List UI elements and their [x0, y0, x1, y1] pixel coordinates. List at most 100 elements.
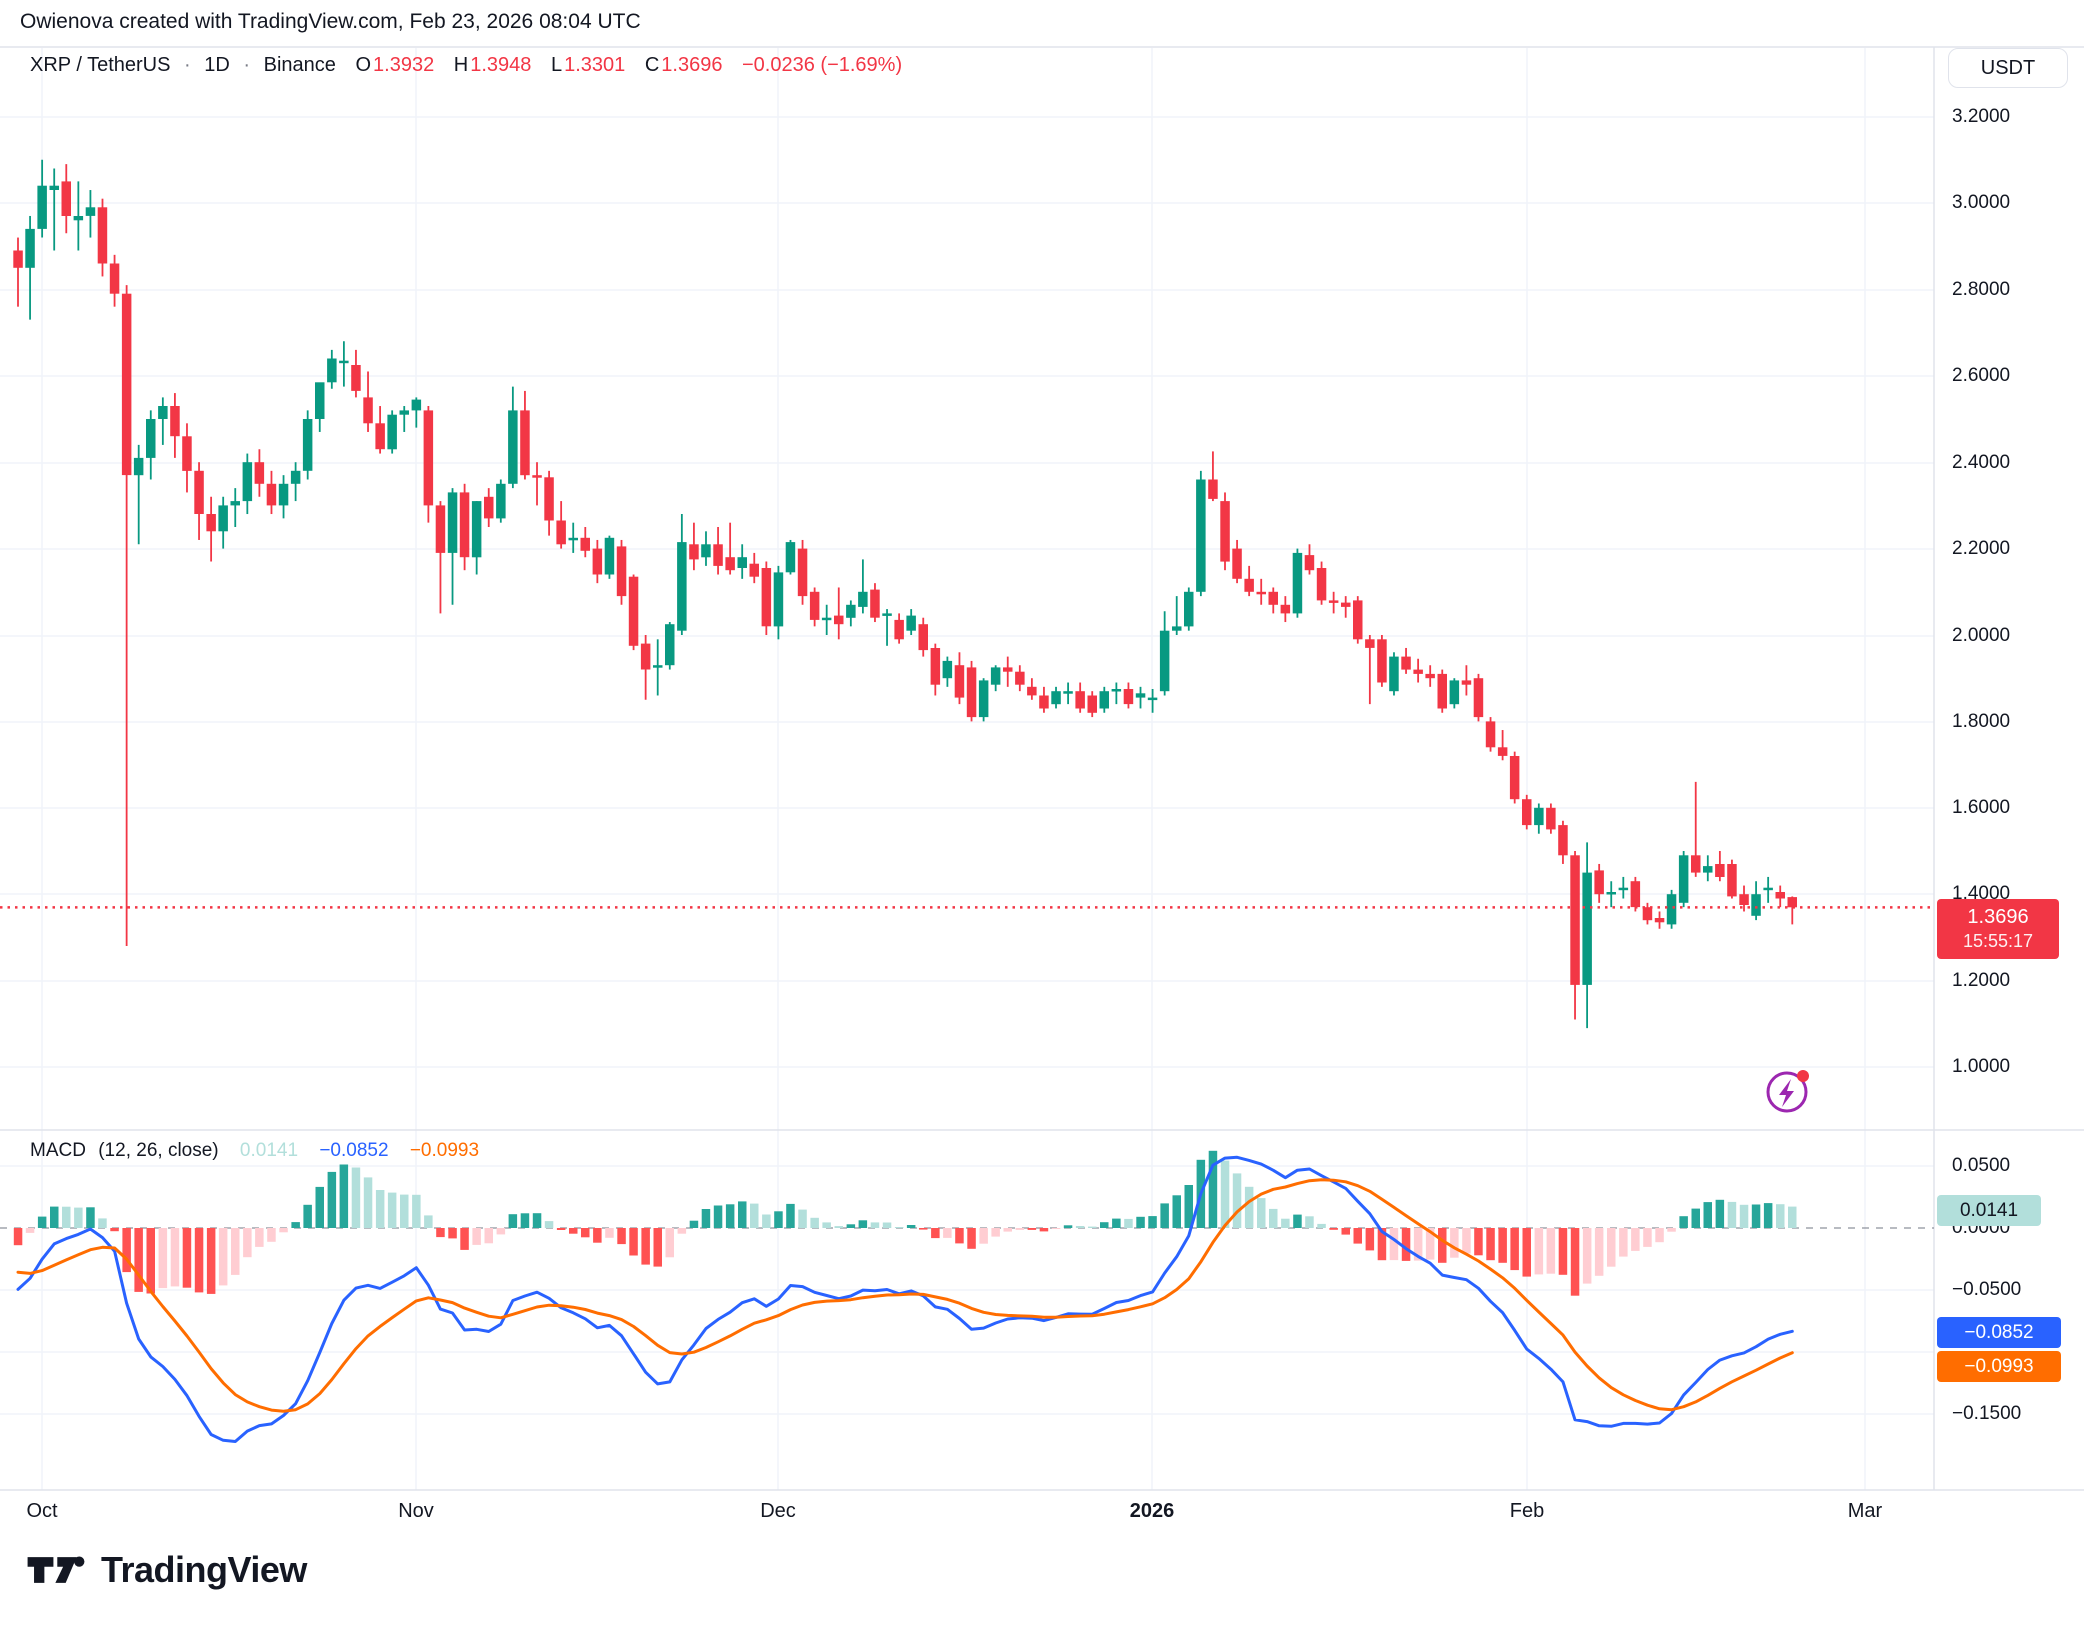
candle-body [1232, 548, 1242, 579]
candle-body [1534, 807, 1544, 826]
candle-body [653, 665, 663, 668]
candle-body [266, 483, 277, 506]
candle-body [966, 667, 977, 718]
candle-body [1775, 892, 1785, 899]
candle-body [1739, 894, 1749, 905]
macd-params: (12, 26, close) [98, 1140, 219, 1161]
candle-body [1377, 639, 1387, 683]
candle-body [858, 591, 868, 607]
candle-body [1715, 864, 1725, 877]
macd-title[interactable]: MACD [30, 1140, 86, 1161]
candle-body [556, 520, 566, 545]
candle-body [1328, 600, 1339, 603]
candle-body [37, 185, 47, 229]
candle-body [689, 544, 699, 560]
candle-body [1184, 591, 1194, 627]
close-value: 1.3696 [661, 54, 723, 76]
candle-body [1341, 602, 1351, 607]
interval-label[interactable]: 1D [204, 54, 230, 76]
candle-body [1558, 825, 1568, 856]
candle-body [1691, 855, 1701, 873]
candle-body [1763, 887, 1773, 891]
macd-indicator-header: MACD (12, 26, close) 0.0141 −0.0852 −0.0… [30, 1140, 479, 1162]
candle-body [25, 228, 35, 268]
candle-body [1051, 691, 1061, 705]
flash-events-icon[interactable] [1762, 1065, 1814, 1117]
candle-body [315, 382, 325, 419]
tradingview-logo-mark [27, 1556, 85, 1583]
currency-unit-button[interactable]: USDT [1948, 48, 2068, 88]
candle-body [592, 548, 603, 575]
candle-body [278, 483, 289, 506]
candle-body [894, 619, 904, 640]
candle-body [1413, 669, 1423, 674]
attribution-text: Owienova created with TradingView.com, F… [20, 10, 641, 33]
candle-body [640, 643, 651, 670]
candle-body [158, 406, 168, 419]
candle-body [459, 492, 470, 558]
candle-body [1123, 689, 1134, 705]
candle-body [1003, 667, 1013, 672]
candle-body [1594, 870, 1604, 895]
candle-body [471, 501, 482, 558]
candle-body [785, 542, 796, 573]
macd-histogram [13, 1150, 1797, 1296]
last-price-value: 1.3696 [1967, 906, 2029, 928]
candle-body [797, 548, 808, 597]
macd-signal-line [16, 1178, 1794, 1413]
candle-body [121, 293, 132, 476]
high-value: 1.3948 [470, 54, 532, 76]
candle-body [1389, 656, 1399, 692]
candle-body [918, 624, 928, 651]
exchange-label[interactable]: Binance [263, 54, 336, 76]
change-value: −0.0236 (−1.69%) [742, 54, 903, 76]
symbol-title[interactable]: XRP / TetherUS [30, 54, 171, 76]
candle-body [665, 624, 675, 666]
candle-body [713, 544, 723, 566]
candle-body [230, 501, 240, 506]
candle-body [725, 557, 735, 571]
candle-body [206, 514, 216, 532]
candle-body [146, 419, 156, 458]
low-value: 1.3301 [564, 54, 626, 76]
candle-body [1473, 678, 1484, 718]
candle-body [978, 680, 989, 718]
candle-body [1280, 604, 1291, 614]
candle-body [1365, 639, 1375, 648]
macd-histogram-badge: 0.0141 [1937, 1195, 2041, 1226]
macd-lines [16, 1155, 1794, 1443]
candle-body [1172, 626, 1182, 631]
candle-body [809, 591, 820, 620]
candle-body [1497, 747, 1508, 756]
separator-dot: · [243, 54, 251, 76]
candle-body [1316, 568, 1327, 601]
open-letter: O [355, 54, 372, 76]
candle-body [834, 615, 844, 625]
candle-body [484, 496, 494, 519]
candle-body [290, 470, 301, 484]
candle-body [85, 207, 96, 216]
candle-body [990, 667, 1001, 685]
candle-body [1159, 630, 1170, 692]
tradingview-logo[interactable]: TradingView [25, 1545, 307, 1595]
candle-body [1727, 864, 1737, 897]
candle-body [544, 477, 554, 521]
candle-body [61, 181, 71, 216]
candle-body [1509, 756, 1520, 800]
candle-body [302, 419, 313, 471]
candle-body [1485, 721, 1496, 748]
candles [13, 159, 1797, 1029]
candle-body [882, 613, 892, 616]
candle-body [73, 216, 84, 221]
tradingview-logo-text: TradingView [101, 1549, 307, 1590]
candle-body [1063, 691, 1073, 694]
gridlines [0, 48, 1934, 1490]
candle-body [532, 475, 542, 478]
candle-body [170, 406, 180, 437]
candle-body [109, 263, 120, 294]
candle-body [1292, 552, 1303, 614]
candle-body [761, 568, 772, 627]
candle-body [1630, 881, 1641, 908]
